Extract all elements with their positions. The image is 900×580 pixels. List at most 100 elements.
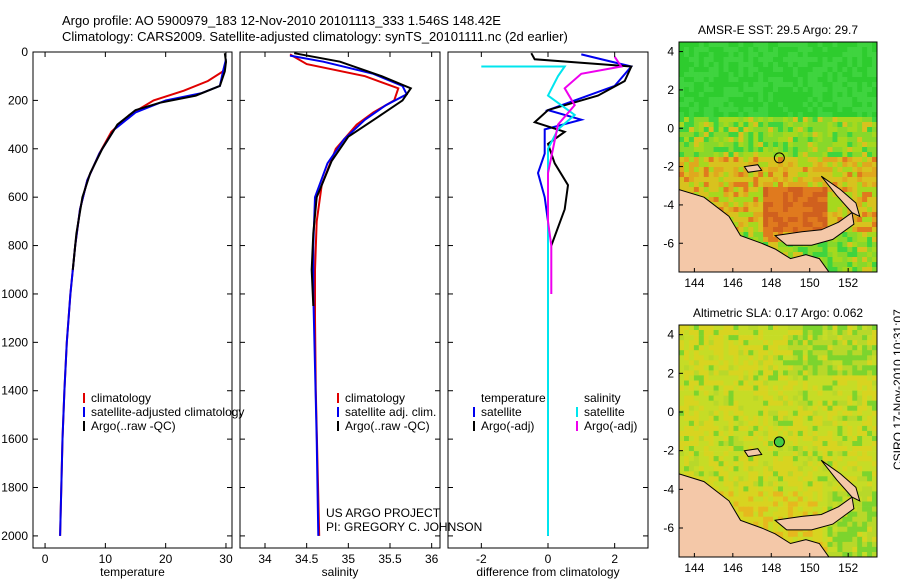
side-timestamp: CSIRO 17-Nov-2010 10:31:07 [891,309,900,470]
chart-title-line2: Climatology: CARS2009. Satellite-adjuste… [62,29,568,44]
temperature-profile-xlabel: temperature [100,565,165,579]
legend-sal-satellite: satellite [584,405,625,419]
map-lat-tick: 0 [667,121,674,135]
temperature-profile-series-2 [71,53,228,270]
salinity-profile-xtick: 34 [258,552,272,566]
land-mass [679,189,830,272]
salinity-profile-xtick: 36 [425,552,439,566]
legend-argo: Argo(..raw -QC) [345,419,430,433]
map-lat-tick: -6 [663,236,674,250]
credit-line1: US ARGO PROJECT [326,506,441,520]
argo-float-marker [773,436,785,448]
land-mass [773,496,855,531]
salinity-profile-xtick: 35.5 [378,552,402,566]
difference-profile-series-0 [536,53,634,536]
salinity-profile-xtick: 34.5 [295,552,319,566]
temperature-profile-frame [32,51,233,549]
temperature-profile-xtick: 0 [42,552,49,566]
sla-map-frame [678,324,878,558]
map-lon-tick: 148 [761,561,781,575]
map-lat-tick: 2 [667,83,674,97]
temperature-profile-series-0 [59,61,227,536]
map-lat-tick: 4 [667,45,674,59]
salinity-profile-series-0 [289,53,400,536]
salinity-profile-frame [239,51,441,549]
map-lat-tick: 2 [667,366,674,380]
salinity-profile-xlabel: salinity [322,565,359,579]
depth-tick: 1200 [1,335,28,349]
difference-profile-series-1 [530,52,633,246]
depth-tick: 2000 [1,529,28,543]
map-lon-tick: 146 [723,561,743,575]
difference-profile-series-3 [547,56,623,294]
depth-tick: 0 [21,45,28,59]
depth-tick: 1600 [1,432,28,446]
sst-map-title: AMSR-E SST: 29.5 Argo: 29.7 [698,23,858,37]
legend-salinity-header: salinity [584,391,621,405]
difference-profile-series-2 [481,65,577,536]
difference-legend: temperaturesatelliteArgo(-adj)salinitysa… [473,391,637,433]
map-lat-tick: -4 [663,482,674,496]
land-mass [743,448,763,458]
map-lat-tick: -2 [663,444,674,458]
difference-profile-xtick: 2 [611,552,618,566]
sla-map: Altimetric SLA: 0.17 Argo: 0.062 144 146 14… [663,306,878,575]
legend-temp-satellite: satellite [481,405,522,419]
depth-tick: 200 [8,93,28,107]
credit-line2: PI: GREGORY C. JOHNSON [326,520,483,534]
salinity-profile-series-2 [294,52,413,307]
difference-profile-xtick: -2 [476,552,487,566]
land-mass [820,459,861,502]
argo-float-marker [773,152,785,164]
sst-map-cells [679,42,877,272]
map-lon-tick: 144 [684,276,704,290]
sst-map: AMSR-E SST: 29.5 Argo: 29.7 144 146 148 150 1… [663,23,878,290]
depth-tick: 1800 [1,481,28,495]
map-lon-tick: 146 [723,276,743,290]
legend-sal-argo: Argo(-adj) [584,419,637,433]
legend-temperature-header: temperature [481,391,546,405]
legend-climatology: climatology [91,391,151,405]
land-mass [743,164,763,173]
map-lat-tick: 0 [667,405,674,419]
map-lon-tick: 144 [684,561,704,575]
salinity-profile-panel: 34 34.5 35 35.5 36 salinity [239,51,441,579]
depth-tick: 600 [8,190,28,204]
difference-profile-xlabel: difference from climatology [476,565,619,579]
legend-satellite-adjusted: satellite-adjusted climatology [91,405,244,419]
map-lat-tick: -2 [663,160,674,174]
legend-argo: Argo(..raw -QC) [91,419,176,433]
depth-tick: 1000 [1,287,28,301]
sla-map-title: Altimetric SLA: 0.17 Argo: 0.062 [693,306,863,320]
map-lon-tick: 152 [838,561,858,575]
salinity-profile-xtick: 35 [342,552,356,566]
legend-satellite-adj: satellite adj. clim. [345,405,436,419]
temperature-profile-panel: 0 10 20 30 0 200 400 600 800 1000 1200 1400 1600 1800… [1,45,233,579]
chart-title-line1: Argo profile: AO 5900979_183 12-Nov-2010… [62,13,501,28]
map-lat-tick: -6 [663,521,674,535]
temperature-profile-xtick: 10 [99,552,113,566]
sst-map-frame [678,41,878,273]
temperature-profile-xtick: 20 [159,552,173,566]
depth-tick: 400 [8,142,28,156]
temperature-profile-xtick: 30 [219,552,233,566]
map-lat-tick: 4 [667,328,674,342]
legend-climatology: climatology [345,391,405,405]
legend-temp-argo: Argo(-adj) [481,419,534,433]
map-lon-tick: 150 [800,561,820,575]
depth-tick: 800 [8,239,28,253]
map-lat-tick: -4 [663,198,674,212]
map-lon-tick: 150 [800,276,820,290]
temperature-profile-series-1 [59,59,227,536]
depth-tick: 1400 [1,384,28,398]
salinity-profile-series-1 [289,54,409,536]
land-mass [773,211,855,246]
difference-profile-xtick: 0 [545,552,552,566]
land-mass [820,175,861,218]
land-mass [679,473,830,557]
map-lon-tick: 148 [761,276,781,290]
